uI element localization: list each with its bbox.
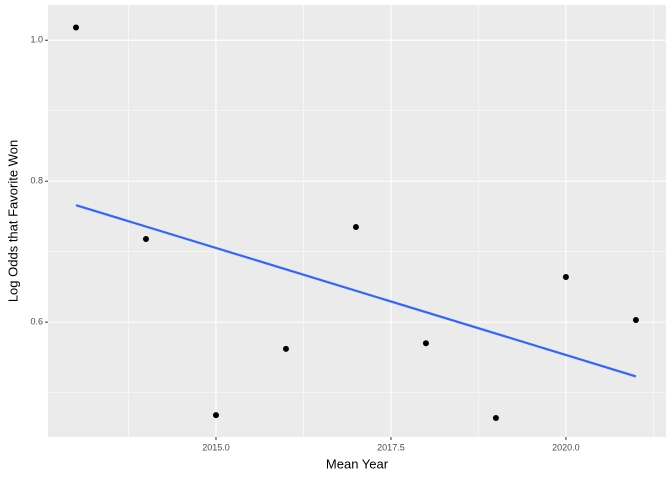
point (72, 24, 79, 31)
y-tick-label: 0.8 (30, 176, 43, 186)
point (562, 274, 569, 281)
x-tick-label: 2017.5 (377, 442, 405, 452)
trend-line (75, 204, 637, 378)
point (492, 414, 499, 421)
point (632, 317, 639, 324)
y-tick-label: 1.0 (30, 35, 43, 45)
point (142, 235, 149, 242)
point (212, 412, 219, 419)
y-axis-title: Log Odds that Favorite Won (5, 140, 20, 302)
panel (48, 5, 666, 437)
x-tick-label: 2020.0 (552, 442, 580, 452)
x-tick-label: 2015.0 (202, 442, 230, 452)
x-axis-title: Mean Year (326, 456, 389, 471)
point (282, 345, 289, 352)
y-tick-label: 0.6 (30, 317, 43, 327)
point (352, 223, 359, 230)
point (422, 340, 429, 347)
